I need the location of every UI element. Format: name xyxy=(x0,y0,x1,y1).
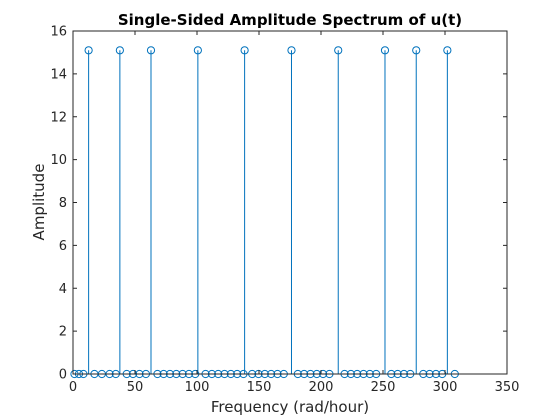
x-tick-label: 100 xyxy=(185,380,210,395)
y-tick-label: 10 xyxy=(50,153,67,168)
chart-title: Single-Sided Amplitude Spectrum of u(t) xyxy=(118,11,462,29)
y-axis-ticks: 0 2 4 6 8 10 12 14 16 xyxy=(50,25,507,383)
stem-marker xyxy=(334,46,343,55)
x-tick-label: 250 xyxy=(371,380,396,395)
stem-point xyxy=(334,46,343,374)
x-tick-label: 50 xyxy=(127,380,144,395)
stem-point xyxy=(84,46,93,374)
x-tick-label: 0 xyxy=(69,380,77,395)
stem-point xyxy=(240,46,249,374)
stem-point xyxy=(287,46,296,374)
stem-point xyxy=(115,46,124,374)
y-axis-label: Amplitude xyxy=(30,164,48,241)
stem-marker xyxy=(287,46,296,55)
stem-marker xyxy=(84,46,93,55)
x-tick-label: 350 xyxy=(495,380,520,395)
x-tick-label: 200 xyxy=(309,380,334,395)
stem-marker xyxy=(380,46,390,55)
stem-point xyxy=(146,46,156,374)
y-tick-label: 4 xyxy=(59,282,67,297)
stem-point xyxy=(193,46,202,374)
y-tick-label: 16 xyxy=(50,25,67,40)
stem-marker xyxy=(443,46,452,55)
y-tick-label: 6 xyxy=(59,239,67,254)
stem-marker xyxy=(240,46,249,55)
y-tick-label: 2 xyxy=(59,325,67,340)
x-tick-label: 150 xyxy=(247,380,272,395)
stem-point xyxy=(412,46,421,374)
y-tick-label: 8 xyxy=(59,196,67,211)
stem-marker xyxy=(193,46,202,55)
x-axis-ticks: 0 50 100 150 200 250 300 350 xyxy=(69,31,520,395)
stem-point xyxy=(380,46,390,374)
stem-marker xyxy=(146,46,156,55)
y-tick-label: 14 xyxy=(50,67,67,82)
stem-marker xyxy=(115,46,124,55)
x-axis-label: Frequency (rad/hour) xyxy=(211,398,369,416)
y-tick-label: 12 xyxy=(50,110,67,125)
y-tick-label: 0 xyxy=(59,368,67,383)
stem-marker xyxy=(412,46,421,55)
x-tick-label: 300 xyxy=(433,380,458,395)
stem-point xyxy=(443,46,452,374)
plot-background xyxy=(73,31,507,374)
